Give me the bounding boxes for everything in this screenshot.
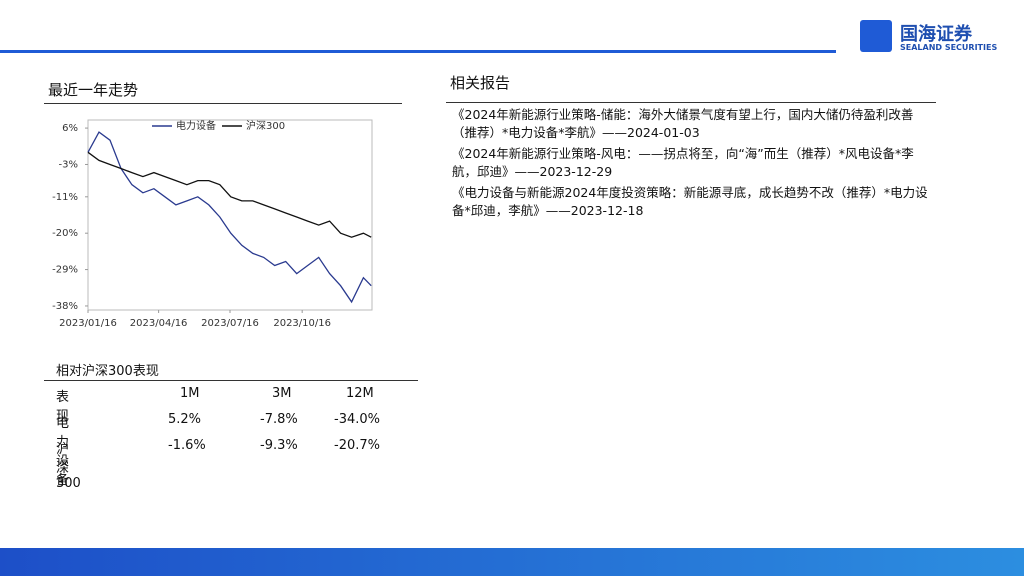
table-cell: -7.8% [260, 412, 298, 427]
table-header-cell: 1M [180, 386, 200, 401]
report-item: 《2024年新能源行业策略-风电：——拐点将至，向“海”而生（推荐）*风电设备*… [452, 146, 914, 179]
section-title: 最近一年走势 [48, 81, 139, 99]
x-tick-label: 2023/10/16 [273, 318, 331, 329]
y-tick-label: 6% [62, 123, 78, 134]
reports-rule [446, 102, 936, 103]
table-cell: 电力设备 [56, 416, 70, 488]
bottom-bar [0, 548, 1024, 576]
logo-icon [860, 20, 892, 52]
table-header-cell: 3M [272, 386, 292, 401]
table-header-cell: 表现 [56, 390, 70, 424]
reports-title: 相关报告 [450, 74, 511, 92]
table-cell: -20.7% [334, 438, 380, 453]
y-tick-label: -11% [52, 192, 78, 203]
table-cell: 5.2% [168, 412, 202, 427]
series-line [87, 131, 372, 304]
report-item: 《电力设备与新能源2024年度投资策略：新能源寻底，成长趋势不改（推荐）*电力设… [452, 185, 928, 218]
table-title: 相对沪深300表现 [56, 364, 159, 379]
x-tick-label: 2023/07/16 [201, 318, 259, 329]
logo-en: SEALAND SECURITIES [900, 43, 998, 52]
chart: 6% -3% -11% -20% -29% -38% 2023/01/16 2023/04/1… [52, 119, 373, 329]
y-tick-label: -29% [52, 265, 78, 276]
legend-label: 电力设备 [176, 119, 216, 132]
x-tick-label: 2023/04/16 [130, 318, 188, 329]
series-line [87, 151, 372, 238]
legend-label: 沪深300 [246, 119, 285, 132]
top-rule [0, 50, 836, 53]
table-cell: 沪深300 [56, 442, 81, 491]
table-cell: -9.3% [260, 438, 298, 453]
plot-frame [87, 119, 373, 311]
y-tick-label: -3% [59, 159, 78, 170]
x-tick-label: 2023/01/16 [59, 318, 117, 329]
section-rule [44, 103, 402, 104]
table-cell: -1.6% [168, 438, 206, 453]
y-tick-label: -38% [52, 301, 78, 312]
reports-list: 《2024年新能源行业策略-储能：海外大储景气度有望上行，国内大储仍待盈利改善（… [452, 106, 932, 223]
y-tick-label: -20% [52, 228, 78, 239]
table-rule [44, 380, 418, 381]
table-cell: -34.0% [334, 412, 380, 427]
table-header-cell: 12M [346, 386, 374, 401]
report-item: 《2024年新能源行业策略-储能：海外大储景气度有望上行，国内大储仍待盈利改善（… [452, 107, 914, 140]
logo-cn: 国海证券 [900, 24, 972, 45]
